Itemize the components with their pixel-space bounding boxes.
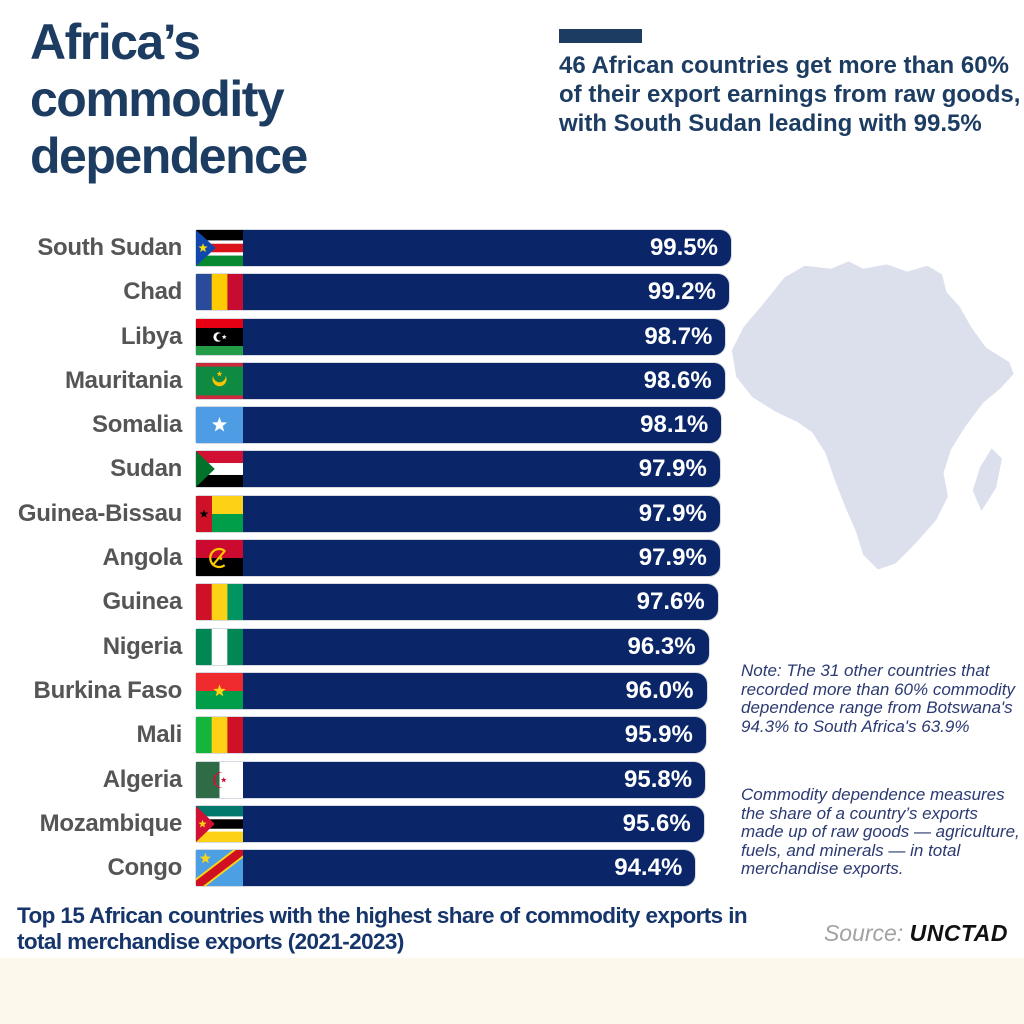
value-label: 97.6% bbox=[636, 588, 705, 616]
bar-chart: South Sudan 99.5% Chad 99.2% Libya 98.7%… bbox=[0, 230, 770, 894]
bar: 95.6% bbox=[196, 805, 704, 842]
nigeria-flag-icon bbox=[196, 628, 243, 665]
bar: 98.1% bbox=[196, 407, 722, 444]
country-label: Mozambique bbox=[39, 809, 183, 837]
note-definition: Commodity dependence measures the share … bbox=[741, 785, 1020, 878]
bar-row: Congo 94.4% bbox=[0, 850, 770, 887]
bar: 97.9% bbox=[196, 540, 720, 577]
libya-flag-icon bbox=[196, 318, 243, 355]
country-label: South Sudan bbox=[37, 234, 182, 261]
country-label: Algeria bbox=[102, 765, 183, 793]
south-sudan-flag-icon bbox=[196, 230, 243, 266]
footer: Intelpoint.co Decision making insights f… bbox=[0, 958, 1024, 1024]
country-label: Libya bbox=[120, 322, 182, 350]
bar-row: Chad 99.2% bbox=[0, 274, 770, 311]
country-label: Burkina Faso bbox=[33, 676, 183, 704]
value-label: 95.9% bbox=[624, 721, 693, 749]
bar: 96.3% bbox=[196, 628, 709, 665]
bar: 99.5% bbox=[196, 230, 731, 266]
country-label: Mauritania bbox=[64, 366, 182, 394]
bar-row: South Sudan 99.5% bbox=[0, 230, 770, 266]
bar: 95.8% bbox=[196, 761, 706, 798]
bar: 96.0% bbox=[196, 672, 707, 709]
guinea-bissau-flag-icon bbox=[196, 495, 243, 532]
page-title: Africa’s commodity dependence bbox=[30, 14, 430, 185]
bar-row: Guinea-Bissau 97.9% bbox=[0, 495, 770, 532]
value-label: 96.0% bbox=[625, 676, 694, 704]
bar-row: Angola 97.9% bbox=[0, 540, 770, 577]
bar-row: Algeria 95.8% bbox=[0, 761, 770, 798]
country-label: Nigeria bbox=[102, 632, 183, 660]
value-label: 95.6% bbox=[622, 809, 691, 837]
value-label: 94.4% bbox=[614, 854, 683, 882]
bar-row: Burkina Faso 96.0% bbox=[0, 672, 770, 709]
bar-row: Mauritania 98.6% bbox=[0, 362, 770, 399]
country-label: Mali bbox=[136, 721, 183, 749]
bar: 94.4% bbox=[196, 850, 696, 887]
country-label: Congo bbox=[107, 854, 183, 882]
bar: 98.7% bbox=[196, 318, 726, 355]
bar-row: Nigeria 96.3% bbox=[0, 628, 770, 665]
country-label: Guinea bbox=[102, 588, 182, 616]
burkina-faso-flag-icon bbox=[196, 672, 243, 709]
mauritania-flag-icon bbox=[196, 362, 243, 399]
value-label: 98.1% bbox=[640, 411, 709, 439]
value-label: 99.5% bbox=[649, 234, 718, 261]
angola-flag-icon bbox=[196, 540, 243, 577]
value-label: 95.8% bbox=[624, 765, 693, 793]
note-range: Note: The 31 other countries that record… bbox=[741, 661, 1016, 736]
source-name: UNCTAD bbox=[909, 920, 1008, 946]
country-label: Chad bbox=[123, 278, 182, 306]
guinea-flag-icon bbox=[196, 584, 243, 621]
algeria-flag-icon bbox=[196, 761, 243, 798]
africa-map-silhouette bbox=[731, 261, 1014, 570]
page-title-line-1: Africa’s bbox=[30, 14, 201, 70]
value-label: 97.9% bbox=[638, 499, 707, 527]
source-prefix: Source: bbox=[823, 920, 904, 946]
country-label: Sudan bbox=[110, 455, 182, 483]
bar: 98.6% bbox=[196, 362, 725, 399]
subtitle: 46 African countries get more than 60% o… bbox=[559, 52, 1021, 137]
mozambique-flag-icon bbox=[196, 805, 243, 842]
sudan-flag-icon bbox=[196, 451, 243, 488]
page-title-line-3: dependence bbox=[30, 128, 308, 184]
bar: 99.2% bbox=[196, 274, 729, 311]
bar-row: Libya 98.7% bbox=[0, 318, 770, 355]
value-label: 96.3% bbox=[627, 632, 696, 660]
bar: 95.9% bbox=[196, 717, 706, 754]
bar: 97.9% bbox=[196, 451, 720, 488]
country-label: Guinea-Bissau bbox=[17, 499, 182, 527]
value-label: 97.9% bbox=[638, 455, 707, 483]
accent-bar bbox=[559, 29, 642, 43]
value-label: 98.6% bbox=[643, 366, 712, 394]
bar: 97.9% bbox=[196, 495, 720, 532]
congo-flag-icon bbox=[196, 850, 243, 887]
page-title-line-2: commodity bbox=[30, 71, 285, 127]
mali-flag-icon bbox=[196, 717, 243, 754]
bar-row: Guinea 97.6% bbox=[0, 584, 770, 621]
value-label: 97.9% bbox=[638, 544, 707, 572]
chad-flag-icon bbox=[196, 274, 243, 311]
value-label: 99.2% bbox=[647, 278, 716, 306]
bar-row: Mali 95.9% bbox=[0, 717, 770, 754]
chart-caption: Top 15 African countries with the highes… bbox=[17, 903, 748, 954]
bar: 97.6% bbox=[196, 584, 718, 621]
country-label: Somalia bbox=[92, 411, 182, 439]
source-line: Source: UNCTAD bbox=[824, 920, 1008, 947]
country-label: Angola bbox=[102, 544, 182, 572]
bar-row: Somalia 98.1% bbox=[0, 407, 770, 444]
bar-row: Sudan 97.9% bbox=[0, 451, 770, 488]
somalia-flag-icon bbox=[196, 407, 243, 444]
bar-row: Mozambique 95.6% bbox=[0, 805, 770, 842]
value-label: 98.7% bbox=[644, 322, 713, 350]
bar-rows: South Sudan 99.5% Chad 99.2% Libya 98.7%… bbox=[0, 230, 770, 887]
